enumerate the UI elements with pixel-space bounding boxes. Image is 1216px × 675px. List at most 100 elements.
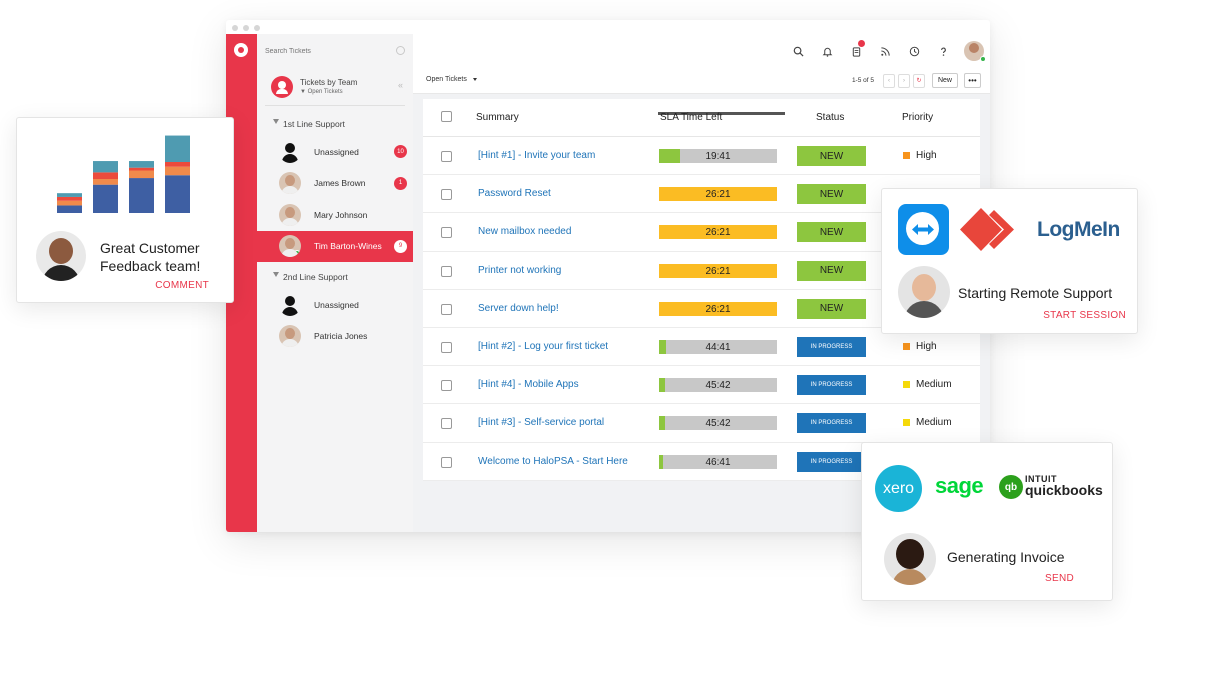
sla-progress-fill xyxy=(659,225,777,240)
row-checkbox[interactable] xyxy=(441,303,452,315)
table-row[interactable]: Password Reset 26:21 NEW xyxy=(423,175,980,214)
priority-color-icon xyxy=(903,419,910,427)
next-page-button[interactable]: › xyxy=(897,73,910,88)
bar-segment-0-1 xyxy=(57,200,82,206)
ticket-summary-link[interactable]: Server down help! xyxy=(478,302,559,314)
ticket-summary-link[interactable]: [Hint #3] - Self-service portal xyxy=(478,417,605,429)
agent-james-brown[interactable]: James Brown 1 xyxy=(257,168,413,200)
select-all-checkbox[interactable] xyxy=(441,111,452,122)
sla-progress-fill xyxy=(659,378,665,393)
page-count: 1-5 of 5 xyxy=(851,77,874,84)
ticket-summary-link[interactable]: Welcome to HaloPSA - Start Here xyxy=(478,455,628,467)
sla-timer: 26:21 xyxy=(659,301,777,316)
user-avatar[interactable] xyxy=(964,41,986,62)
priority-label: High xyxy=(916,340,937,352)
table-row[interactable]: [Hint #2] - Log your first ticket 44:41 IN… xyxy=(423,328,980,367)
team-filter-label: Open Tickets xyxy=(307,89,343,95)
priority: Medium xyxy=(903,417,952,428)
search-icon[interactable] xyxy=(396,46,405,55)
column-header-sla[interactable]: SLA Time Left xyxy=(660,112,723,123)
sla-timer: 26:21 xyxy=(659,225,777,240)
agent-patricia-jones[interactable]: Patricia Jones xyxy=(257,321,413,353)
sla-progress-fill xyxy=(659,263,777,278)
row-checkbox[interactable] xyxy=(441,265,452,277)
intuit-label: INTUIT xyxy=(1025,474,1057,484)
bar-segment-2-1 xyxy=(129,170,154,179)
bell-icon[interactable] xyxy=(819,43,836,60)
send-link[interactable]: SEND xyxy=(1045,573,1074,584)
sla-progress-fill xyxy=(659,301,777,316)
refresh-icon[interactable]: ↻ xyxy=(912,73,925,88)
group-2nd-line: 2nd Line Support Unassigned Patricia Jon… xyxy=(257,265,413,352)
ticket-summary-link[interactable]: [Hint #1] - Invite your team xyxy=(478,150,596,161)
row-checkbox[interactable] xyxy=(441,456,452,468)
clipboard-icon[interactable] xyxy=(848,39,865,60)
search-icon[interactable] xyxy=(790,43,807,60)
avatar xyxy=(279,235,301,258)
row-checkbox[interactable] xyxy=(441,380,452,392)
agent-tim-barton-wines[interactable]: Tim Barton-Wines 9 xyxy=(257,230,413,262)
count-badge: 10 xyxy=(394,145,407,158)
column-header-status[interactable]: Status xyxy=(816,112,845,123)
row-checkbox[interactable] xyxy=(441,418,452,430)
feedback-line-2: Feedback team! xyxy=(100,258,201,274)
help-icon[interactable] xyxy=(935,43,952,60)
status-badge: IN PROGRESS xyxy=(797,336,866,357)
sla-progress-fill xyxy=(659,454,663,469)
table-row[interactable]: Printer not working 26:21 NEW xyxy=(423,252,980,290)
table-row[interactable]: Server down help! 26:21 NEW xyxy=(423,290,980,328)
sla-time: 19:41 xyxy=(705,151,731,162)
avatar-placeholder-icon xyxy=(279,141,301,163)
view-dropdown[interactable]: Open Tickets xyxy=(426,76,477,83)
status-badge: IN PROGRESS xyxy=(797,375,866,396)
halo-logo-icon[interactable] xyxy=(234,43,248,57)
bar-segment-3-1 xyxy=(165,166,190,176)
window-controls xyxy=(232,25,260,31)
status-badge: NEW xyxy=(797,184,866,205)
column-header-priority[interactable]: Priority xyxy=(902,112,934,123)
table-row[interactable]: [Hint #4] - Mobile Apps 45:42 IN PROGRESS M… xyxy=(423,366,980,405)
sla-time: 26:21 xyxy=(705,265,731,277)
agent-unassigned[interactable]: Unassigned 10 xyxy=(257,136,413,168)
agent-unassigned[interactable]: Unassigned xyxy=(257,289,413,321)
prev-page-button[interactable]: ‹ xyxy=(882,73,895,88)
ticket-summary-link[interactable]: Password Reset xyxy=(478,188,551,200)
sidebar: Tickets by Team ▼ Open Tickets « 1st Lin… xyxy=(257,34,413,532)
table-row[interactable]: New mailbox needed 26:21 NEW xyxy=(423,213,980,252)
column-header-summary[interactable]: Summary xyxy=(476,112,519,123)
row-checkbox[interactable] xyxy=(441,189,452,201)
priority-label: Medium xyxy=(916,417,952,429)
bar-segment-2-2 xyxy=(129,167,154,171)
clock-icon[interactable] xyxy=(906,43,923,60)
start-session-link[interactable]: START SESSION xyxy=(1043,310,1126,321)
agent-mary-johnson[interactable]: Mary Johnson xyxy=(257,199,413,231)
count-badge: 9 xyxy=(394,239,407,253)
search-input[interactable] xyxy=(265,47,385,55)
count-badge: 1 xyxy=(394,176,407,190)
ticket-summary-link[interactable]: [Hint #4] - Mobile Apps xyxy=(478,379,579,391)
stacked-bar-chart xyxy=(57,135,190,213)
group-header[interactable]: 1st Line Support xyxy=(257,112,413,136)
sla-timer: 45:42 xyxy=(659,416,777,431)
row-checkbox[interactable] xyxy=(441,151,452,162)
new-ticket-button[interactable]: New xyxy=(931,73,958,88)
table-row[interactable]: [Hint #3] - Self-service portal 45:42 IN P… xyxy=(423,404,980,443)
ticket-summary-link[interactable]: New mailbox needed xyxy=(478,226,572,238)
table-row[interactable]: [Hint #1] - Invite your team 19:41 NEW High xyxy=(423,137,980,176)
priority-color-icon xyxy=(903,381,910,389)
more-options-button[interactable]: ••• xyxy=(964,73,981,88)
collapse-icon[interactable]: « xyxy=(397,80,403,90)
group-header[interactable]: 2nd Line Support xyxy=(257,265,413,289)
team-header[interactable]: Tickets by Team ▼ Open Tickets « xyxy=(265,68,405,106)
avatar xyxy=(279,203,301,226)
bar-segment-3-3 xyxy=(165,135,190,162)
customer-avatar xyxy=(36,231,86,281)
ticket-summary-link[interactable]: [Hint #2] - Log your first ticket xyxy=(478,340,609,352)
comment-link[interactable]: COMMENT xyxy=(155,280,209,291)
avatar-placeholder-icon xyxy=(279,294,301,316)
rss-icon[interactable] xyxy=(877,43,894,60)
ticket-summary-link[interactable]: Printer not working xyxy=(478,264,562,276)
table-row[interactable]: Welcome to HaloPSA - Start Here 46:41 IN P… xyxy=(423,443,980,481)
row-checkbox[interactable] xyxy=(441,341,452,353)
row-checkbox[interactable] xyxy=(441,227,452,239)
